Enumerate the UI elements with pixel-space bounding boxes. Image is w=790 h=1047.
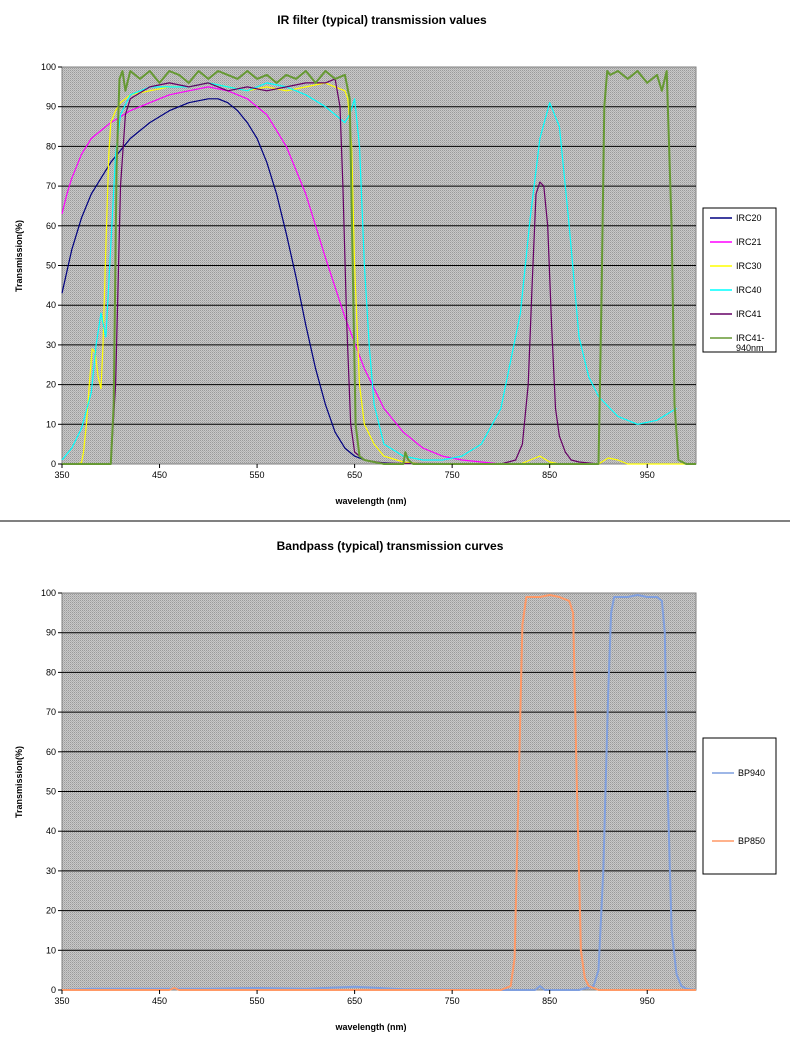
- y-tick-label: 30: [46, 340, 56, 350]
- y-axis-ticks: 0 10 20 30 40 50 60 70 80 90 100: [41, 588, 62, 995]
- x-tick-label: 950: [640, 996, 655, 1006]
- y-tick-label: 30: [46, 866, 56, 876]
- legend: [702, 737, 777, 875]
- legend-label: IRC20: [736, 213, 762, 223]
- y-tick-label: 50: [46, 261, 56, 271]
- legend-label: IRC41: [736, 309, 762, 319]
- x-tick-label: 350: [54, 470, 69, 480]
- y-tick-label: 90: [46, 102, 56, 112]
- y-tick-label: 40: [46, 826, 56, 836]
- y-tick-label: 70: [46, 181, 56, 191]
- x-tick-label: 550: [250, 996, 265, 1006]
- y-tick-label: 0: [51, 459, 56, 469]
- chart-title: IR filter (typical) transmission values: [277, 13, 487, 27]
- y-axis-ticks: 0 10 20 30 40 50 60 70 80 90 100: [41, 62, 62, 469]
- gridlines: [62, 632, 696, 951]
- y-tick-label: 90: [46, 628, 56, 638]
- x-axis-ticks: 350 450 550 650 750 850 950: [54, 990, 655, 1006]
- x-tick-label: 450: [152, 470, 167, 480]
- series-line: [61, 86, 501, 465]
- y-tick-label: 100: [41, 62, 56, 72]
- x-tick-label: 350: [54, 996, 69, 1006]
- y-tick-label: 80: [46, 141, 56, 151]
- series-line: [62, 70, 696, 465]
- legend-entries: BP940 BP850: [712, 768, 765, 846]
- x-axis-ticks: 350 450 550 650 750 850 950: [54, 464, 655, 480]
- y-tick-label: 80: [46, 667, 56, 677]
- x-tick-label: 750: [445, 470, 460, 480]
- series-lines: [61, 70, 696, 465]
- y-axis-label: Transmission(%): [14, 220, 24, 292]
- y-tick-label: 70: [46, 707, 56, 717]
- y-axis-label: Transmission(%): [14, 746, 24, 818]
- gridlines: [62, 106, 696, 425]
- x-tick-label: 450: [152, 996, 167, 1006]
- chart-title: Bandpass (typical) transmission curves: [277, 539, 504, 553]
- y-tick-label: 20: [46, 380, 56, 390]
- y-tick-label: 60: [46, 747, 56, 757]
- x-tick-label: 950: [640, 470, 655, 480]
- y-tick-label: 10: [46, 945, 56, 955]
- x-tick-label: 850: [542, 996, 557, 1006]
- x-axis-label: wavelength (nm): [334, 496, 406, 506]
- x-tick-label: 650: [347, 470, 362, 480]
- y-tick-label: 0: [51, 985, 56, 995]
- legend-entries: IRC20 IRC21 IRC30 IRC40 IRC41 IRC41-940nm: [710, 213, 765, 353]
- legend-label: IRC41-940nm: [736, 333, 765, 353]
- series-line: [62, 594, 696, 991]
- ir-filter-chart: IR filter (typical) transmission values …: [14, 13, 777, 506]
- legend-label: BP940: [738, 768, 765, 778]
- legend-label: IRC21: [736, 237, 762, 247]
- y-tick-label: 20: [46, 906, 56, 916]
- y-tick-label: 100: [41, 588, 56, 598]
- bandpass-chart: Bandpass (typical) transmission curves 0…: [14, 539, 777, 1032]
- x-axis-label: wavelength (nm): [334, 1022, 406, 1032]
- series-line: [61, 594, 697, 991]
- legend-label: IRC30: [736, 261, 762, 271]
- y-tick-label: 40: [46, 300, 56, 310]
- legend-label: IRC40: [736, 285, 762, 295]
- series-line: [61, 98, 404, 465]
- series-line: [62, 78, 599, 465]
- legend: [702, 207, 777, 353]
- series-lines: [61, 594, 697, 991]
- y-tick-label: 10: [46, 419, 56, 429]
- x-tick-label: 550: [250, 470, 265, 480]
- x-tick-label: 750: [445, 996, 460, 1006]
- y-tick-label: 50: [46, 787, 56, 797]
- series-line: [61, 82, 677, 461]
- legend-label: BP850: [738, 836, 765, 846]
- y-tick-label: 60: [46, 221, 56, 231]
- x-tick-label: 850: [542, 470, 557, 480]
- x-tick-label: 650: [347, 996, 362, 1006]
